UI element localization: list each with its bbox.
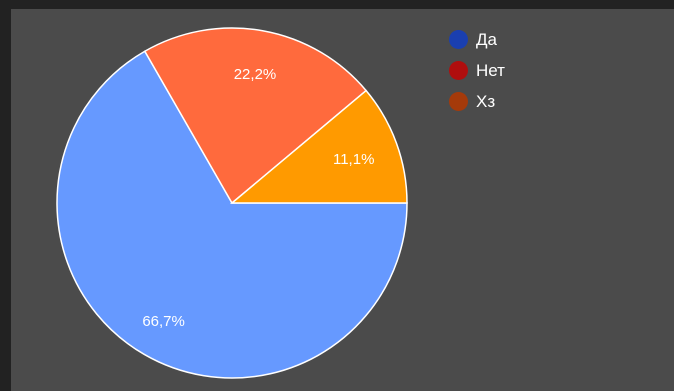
legend-label-net: Нет (476, 60, 505, 80)
legend-label-hz: Хз (476, 91, 496, 111)
pie-slice-hz[interactable] (229, 89, 408, 204)
legend-swatch-net (449, 61, 468, 80)
legend-item-hz[interactable]: Хз (449, 89, 505, 114)
pie-slice-net[interactable] (143, 27, 368, 205)
legend-label-da: Да (476, 29, 497, 49)
data-label-hz: 11,1% (333, 151, 374, 168)
legend-item-da[interactable]: Да (449, 27, 505, 52)
pie-chart: 66,7% 22,2% 11,1% (56, 27, 408, 379)
legend-swatch-hz (449, 92, 468, 111)
pie-slice-da[interactable] (56, 50, 408, 379)
legend-item-net[interactable]: Нет (449, 58, 505, 83)
chart-legend: Да Нет Хз (449, 27, 505, 120)
legend-swatch-da (449, 30, 468, 49)
chart-panel: 66,7% 22,2% 11,1% Да Нет Хз (11, 9, 674, 391)
data-label-net: 22,2% (234, 66, 277, 83)
data-label-da: 66,7% (142, 313, 185, 330)
